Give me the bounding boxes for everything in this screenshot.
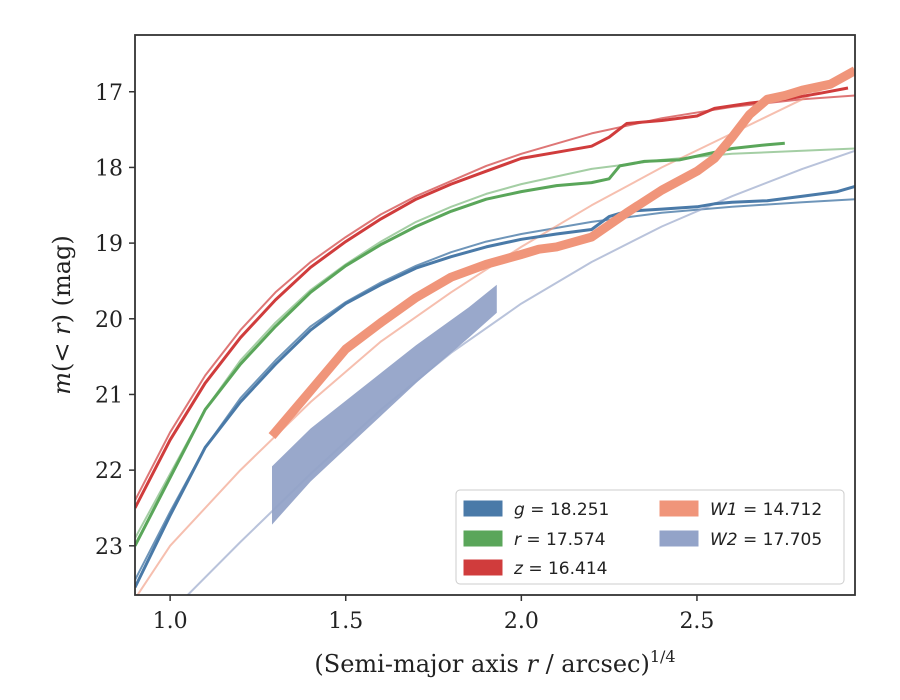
- y-tick-label: 21: [95, 383, 123, 408]
- series-line-W2_model: [186, 149, 855, 595]
- x-tick-label: 2.0: [504, 609, 539, 634]
- legend-label-r: r = 17.574: [514, 530, 606, 550]
- legend-swatch-W2: [659, 530, 699, 547]
- y-tick-label: 19: [95, 232, 123, 257]
- legend-box: [455, 489, 845, 585]
- axes-frame: [134, 34, 856, 596]
- x-axis-label: (Semi-major axis r / arcsec)1/4: [314, 647, 675, 678]
- y-tick-label: 18: [95, 156, 123, 181]
- legend-label-z: z = 16.414: [513, 559, 607, 579]
- series-line-z_model: [135, 94, 855, 501]
- series-line-z: [135, 86, 849, 509]
- y-tick-label: 17: [95, 81, 123, 106]
- series-line-g: [135, 184, 855, 589]
- legend-swatch-g: [463, 500, 503, 517]
- y-axis-label: m(< r) (mag): [48, 235, 76, 395]
- legend-swatch-z: [463, 559, 503, 576]
- plot-area: [135, 66, 855, 595]
- x-tick-label: 1.5: [328, 609, 363, 634]
- series-line-r_model: [135, 147, 855, 539]
- band-W2: [272, 284, 497, 525]
- series-line-g_model: [135, 198, 855, 581]
- series-line-W1: [268, 66, 855, 440]
- x-tick-label: 1.0: [153, 609, 188, 634]
- y-tick-label: 22: [95, 459, 123, 484]
- y-tick-label: 20: [95, 308, 123, 333]
- legend-swatch-W1: [659, 500, 699, 517]
- ticks: 1.0 1.5 2.0 2.5 17 18 19 20 21 22 23: [95, 81, 714, 634]
- legend-label-W1: W1 = 14.712: [710, 500, 822, 520]
- legend-swatch-r: [463, 530, 503, 547]
- legend-label-g: g = 18.251: [514, 500, 609, 520]
- series-line-r: [135, 141, 785, 547]
- legend-label-W2: W2 = 17.705: [710, 530, 822, 550]
- x-tick-label: 2.5: [679, 609, 714, 634]
- y-tick-label: 23: [95, 535, 123, 560]
- legend: g = 18.251 r = 17.574 z = 16.414 W1 = 14.71…: [455, 489, 845, 585]
